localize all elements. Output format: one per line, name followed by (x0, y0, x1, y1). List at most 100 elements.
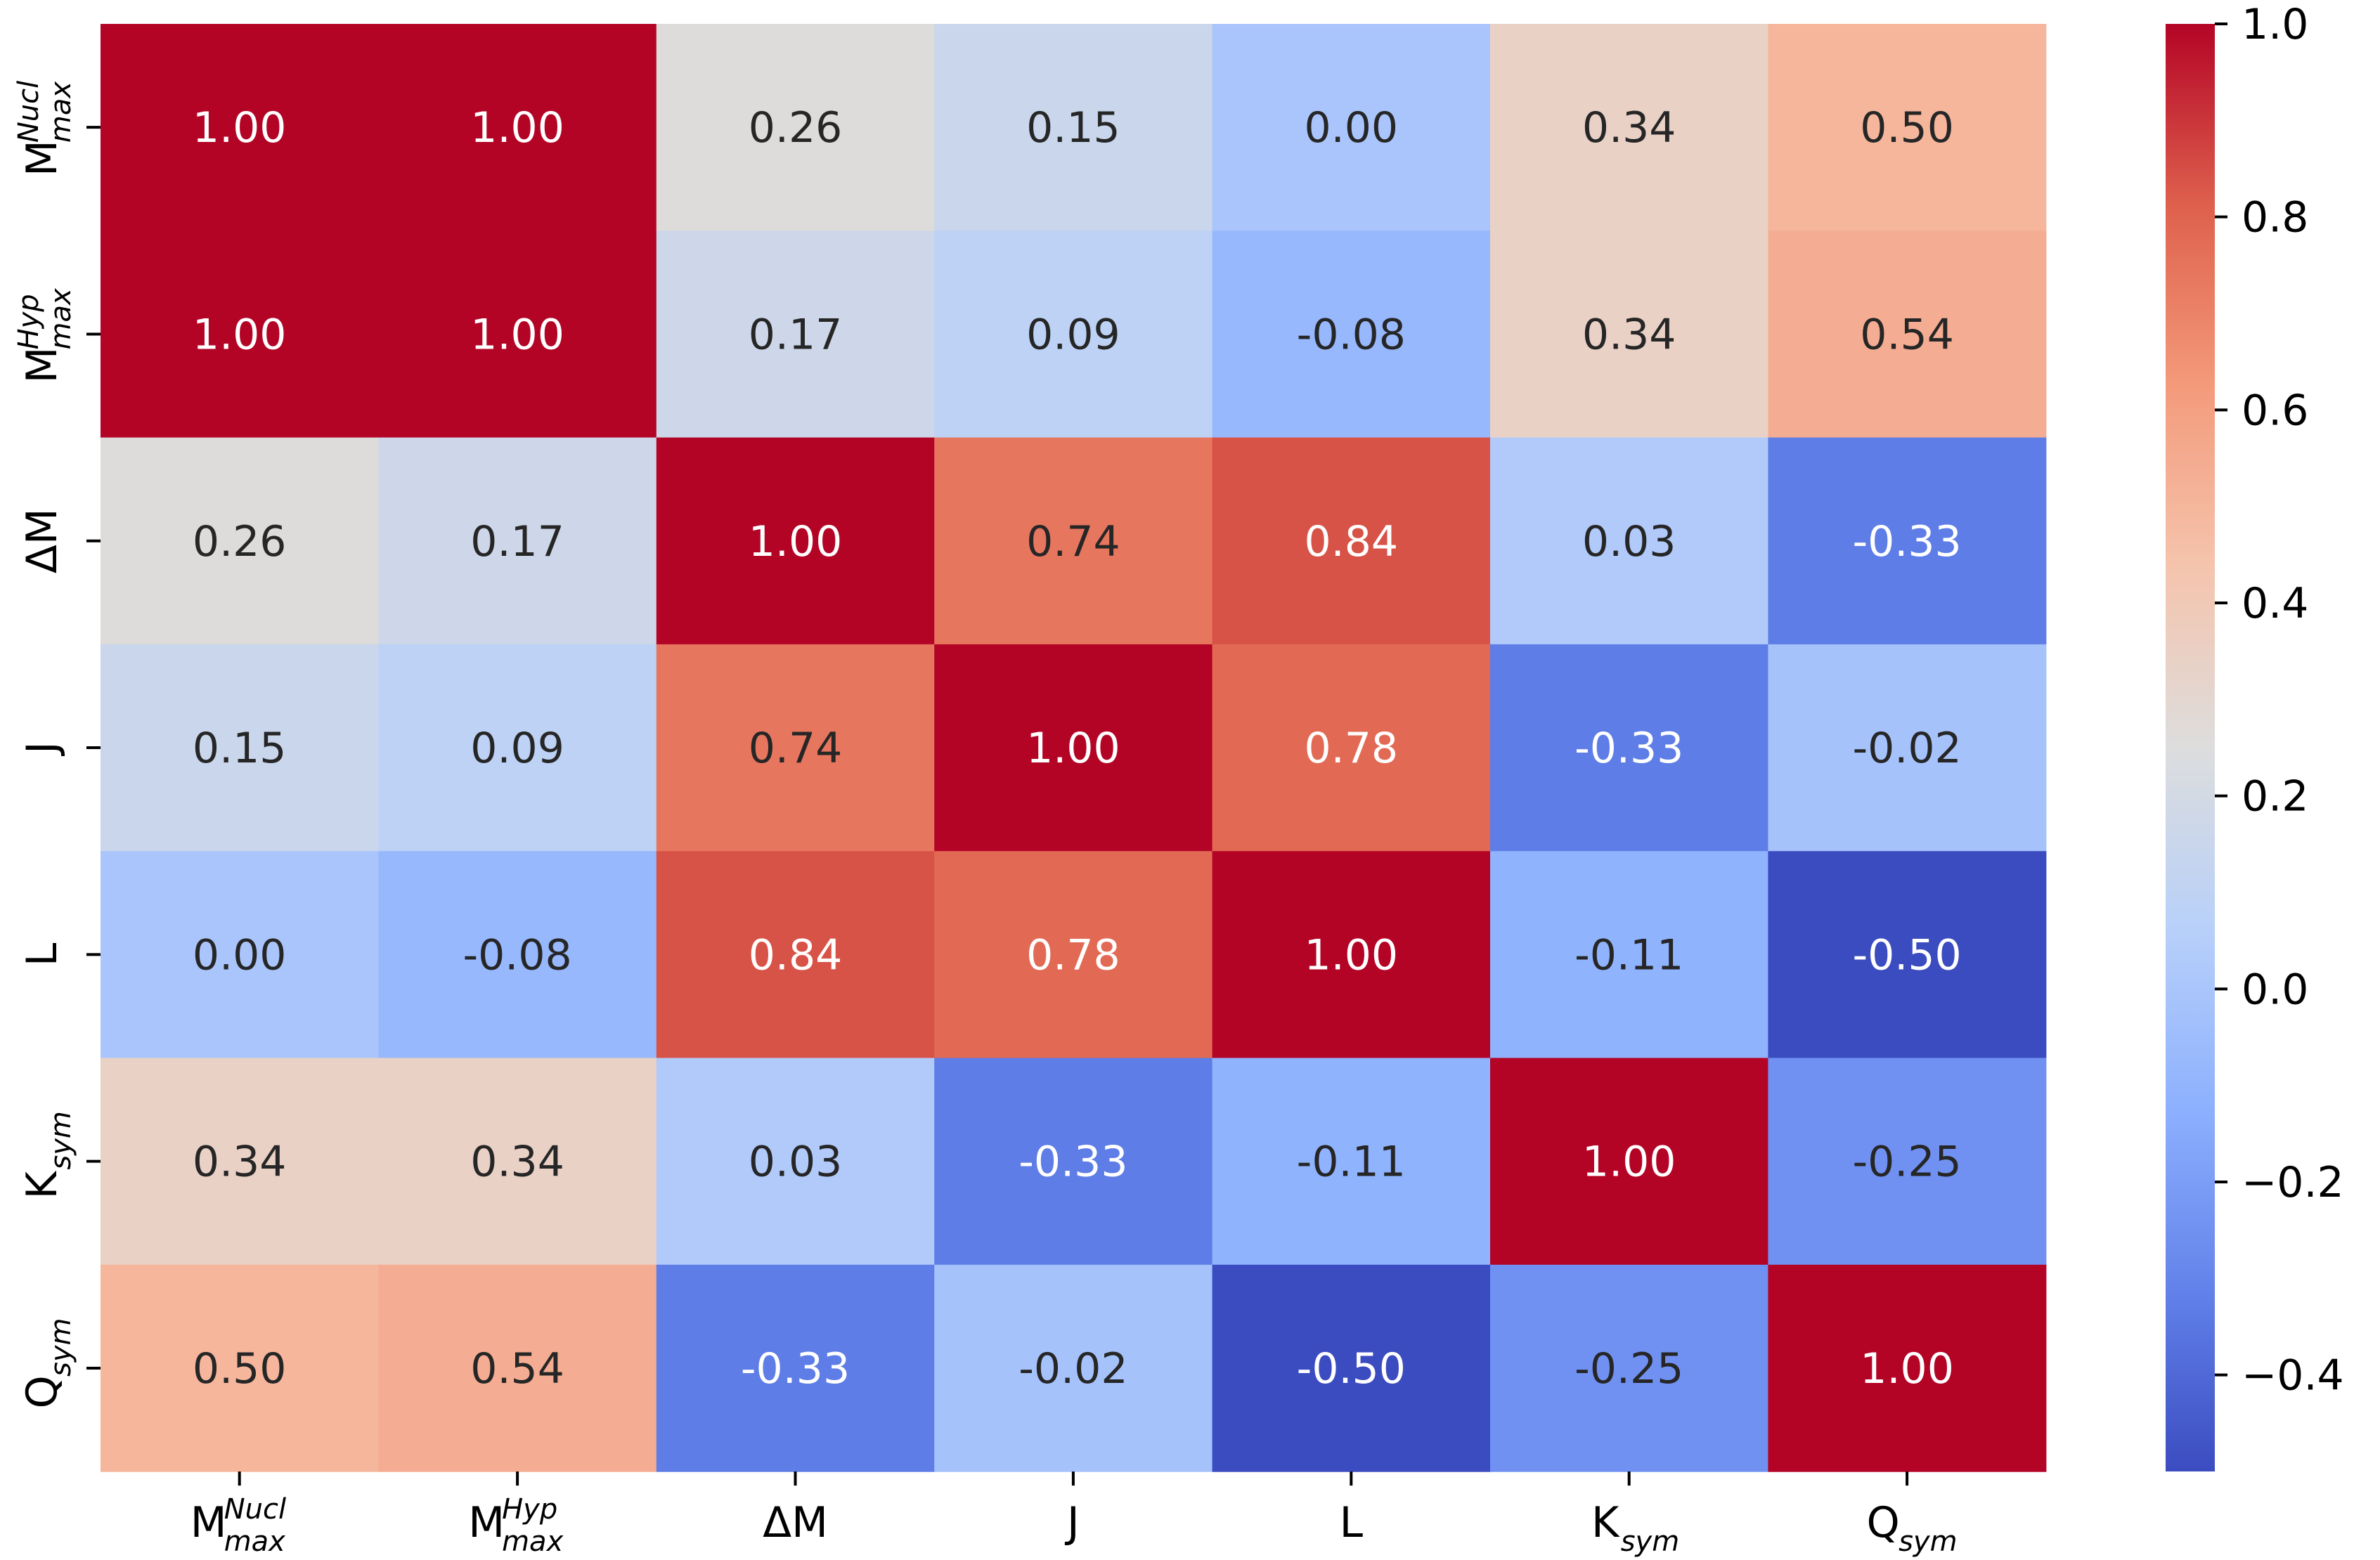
svg-text:Q: Q (1866, 1498, 1899, 1547)
heatmap-cell (378, 1058, 657, 1266)
heatmap-cell (1490, 1264, 1768, 1472)
heatmap-cell (656, 437, 935, 645)
cell-value-label: 1.00 (193, 310, 287, 359)
svg-text:sym: sym (1899, 1526, 1957, 1558)
svg-text:sym: sym (45, 1111, 77, 1169)
svg-text:max: max (45, 288, 77, 349)
cell-value-label: -0.25 (1574, 1344, 1683, 1393)
heatmap-cell (378, 24, 657, 231)
heatmap-cell (378, 851, 657, 1059)
heatmap-cell (1768, 1058, 2047, 1266)
svg-text:max: max (224, 1526, 285, 1558)
x-tick-label: ΔM (763, 1498, 828, 1547)
cell-value-label: 0.03 (1582, 517, 1676, 566)
heatmap-cell (934, 24, 1213, 231)
heatmap-cell (1212, 1264, 1491, 1472)
cell-value-label: -0.50 (1852, 930, 1961, 980)
heatmap-cells: 1.00 1.00 0.26 0.15 0.00 0.34 0.50 1.00 1.00 0.17… (101, 24, 2047, 1472)
cell-value-label: 0.00 (1305, 103, 1399, 152)
heatmap-cell (1212, 851, 1491, 1059)
heatmap-cell (101, 851, 379, 1059)
cell-value-label: -0.11 (1297, 1138, 1406, 1187)
cell-value-label: 0.34 (1582, 310, 1676, 359)
cell-value-label: 0.26 (749, 103, 843, 152)
colorbar-tick-label: 0.2 (2242, 772, 2308, 821)
heatmap-cell (378, 644, 657, 852)
heatmap-cell (934, 437, 1213, 645)
cell-value-label: -0.50 (1297, 1344, 1406, 1393)
cell-value-label: -0.02 (1852, 724, 1961, 773)
heatmap-cell (656, 24, 935, 231)
svg-text:Hyp: Hyp (13, 294, 45, 349)
heatmap-cell (378, 1264, 657, 1472)
cell-value-label: 0.74 (749, 724, 843, 773)
cell-value-label: -0.33 (1852, 517, 1961, 566)
cell-value-label: 0.78 (1305, 724, 1399, 773)
cell-value-label: 0.15 (1026, 103, 1120, 152)
heatmap-cell (101, 1058, 379, 1266)
heatmap-cell (1768, 24, 2047, 231)
heatmap-cell (101, 24, 379, 231)
svg-text:max: max (502, 1526, 563, 1558)
heatmap-cell (1768, 437, 2047, 645)
heatmap-cell (1490, 437, 1768, 645)
heatmap-cell (1490, 230, 1768, 438)
svg-text:Nucl: Nucl (13, 81, 45, 143)
svg-text:M: M (468, 1498, 505, 1547)
heatmap-cell (656, 1264, 935, 1472)
y-tick-label: J (18, 741, 67, 757)
cell-value-label: 1.00 (470, 103, 564, 152)
cell-value-label: -0.33 (1574, 724, 1683, 773)
cell-value-label: 0.84 (749, 930, 843, 980)
cell-value-label: 0.09 (1026, 310, 1120, 359)
colorbar-tick-label: −0.4 (2242, 1351, 2344, 1400)
heatmap-cell (1490, 24, 1768, 231)
svg-text:Q: Q (18, 1375, 67, 1408)
svg-text:M: M (190, 1498, 227, 1547)
svg-text:Hyp: Hyp (502, 1493, 557, 1526)
heatmap-cell (1490, 1058, 1768, 1266)
colorbar-tick-label: 0.0 (2242, 965, 2308, 1014)
cell-value-label: 0.17 (470, 517, 564, 566)
x-tick-label: J (1064, 1498, 1080, 1547)
svg-text:K: K (1591, 1498, 1620, 1547)
cell-value-label: -0.33 (741, 1344, 850, 1393)
cell-value-label: -0.02 (1018, 1344, 1127, 1393)
cell-value-label: -0.25 (1852, 1138, 1961, 1187)
heatmap-cell (101, 1264, 379, 1472)
colorbar-tick-label: 0.4 (2242, 579, 2308, 628)
colorbar-tick-label: −0.2 (2242, 1158, 2344, 1207)
cell-value-label: 1.00 (470, 310, 564, 359)
heatmap-cell (101, 437, 379, 645)
cell-value-label: -0.11 (1574, 930, 1683, 980)
heatmap-cell (1490, 644, 1768, 852)
heatmap-cell (656, 1058, 935, 1266)
heatmap-cell (1212, 1058, 1491, 1266)
cell-value-label: 0.50 (193, 1344, 287, 1393)
cell-value-label: 1.00 (193, 103, 287, 152)
svg-text:sym: sym (45, 1318, 77, 1376)
heatmap-cell (934, 230, 1213, 438)
svg-text:Nucl: Nucl (224, 1493, 286, 1526)
heatmap-cell (378, 437, 657, 645)
heatmap-cell (1768, 644, 2047, 852)
svg-text:ΔM: ΔM (18, 508, 67, 573)
heatmap-cell (378, 230, 657, 438)
cell-value-label: 0.74 (1026, 517, 1120, 566)
cell-value-label: -0.08 (463, 930, 571, 980)
cell-value-label: 1.00 (1305, 930, 1399, 980)
colorbar-gradient (2166, 24, 2215, 1471)
cell-value-label: 0.34 (1582, 103, 1676, 152)
heatmap-cell (1212, 230, 1491, 438)
svg-text:L: L (1340, 1498, 1364, 1547)
colorbar-tick-label: 0.6 (2242, 386, 2308, 435)
svg-text:J: J (18, 741, 67, 757)
